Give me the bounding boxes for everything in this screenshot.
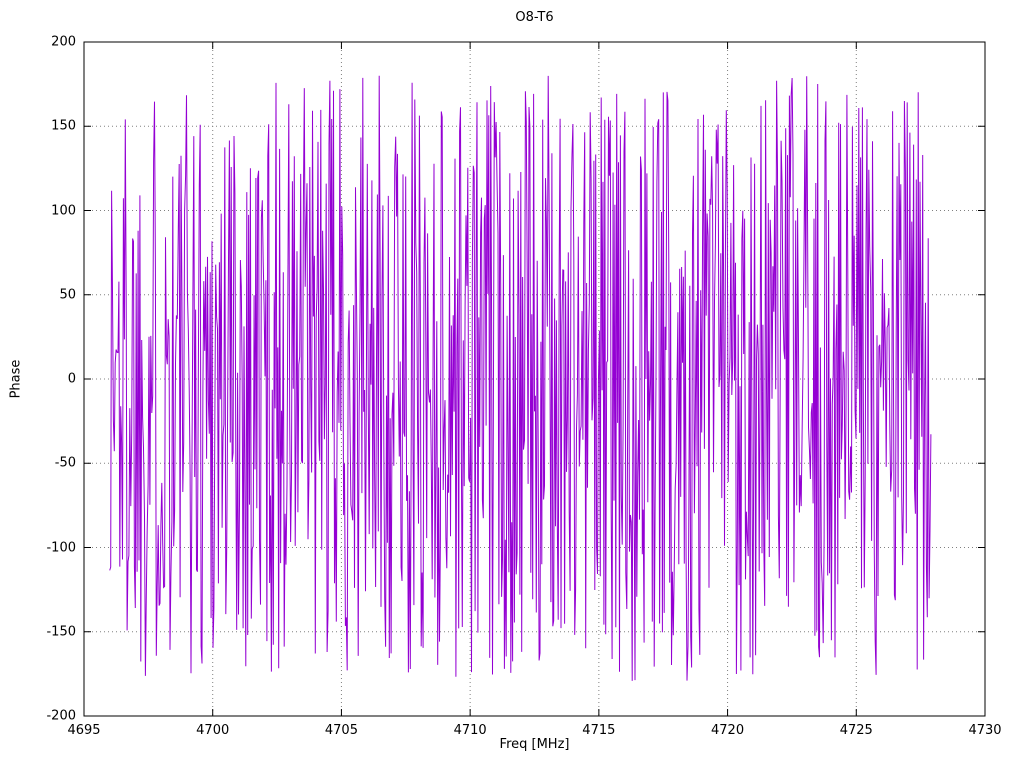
y-tick-label: 200 xyxy=(51,34,76,50)
y-tick-label: 0 xyxy=(67,371,76,387)
x-tick-label: 4700 xyxy=(196,723,230,738)
x-tick-label: 4705 xyxy=(324,723,358,738)
x-tick-label: 4720 xyxy=(711,723,745,738)
x-tick-label: 4730 xyxy=(968,723,1002,738)
x-axis-label: Freq [MHz] xyxy=(499,737,570,752)
y-tick-label: -200 xyxy=(46,708,76,724)
y-tick-label: -150 xyxy=(46,624,76,640)
y-tick-label: 100 xyxy=(51,203,76,218)
chart-title: O8-T6 xyxy=(515,10,554,25)
y-tick-label: -50 xyxy=(54,455,76,471)
x-tick-label: 4725 xyxy=(839,723,873,738)
phase-trace xyxy=(109,75,932,681)
x-tick-label: 4695 xyxy=(67,723,101,738)
x-tick-label: 4710 xyxy=(453,723,487,738)
y-tick-label: -100 xyxy=(46,540,76,555)
x-tick-label: 4715 xyxy=(582,723,616,738)
y-tick-label: 50 xyxy=(59,287,76,303)
y-tick-label: 150 xyxy=(51,118,76,134)
